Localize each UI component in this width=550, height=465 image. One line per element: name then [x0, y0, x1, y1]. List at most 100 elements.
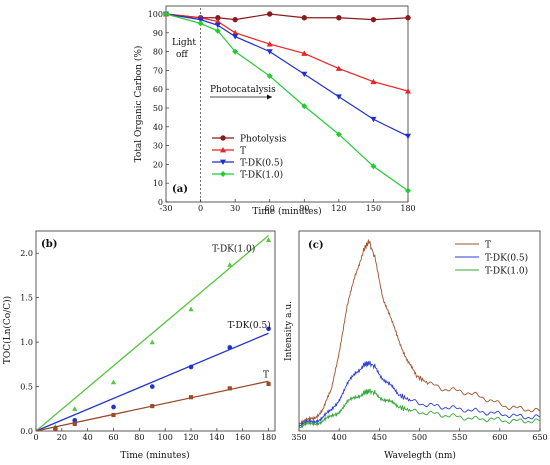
data-point-T-DK(1.0) — [110, 379, 117, 385]
series-label-T: T — [263, 371, 269, 381]
panel-c-xtick-label: 450 — [372, 433, 387, 442]
data-point-T — [214, 18, 221, 24]
panel-a-xtick-label: 90 — [299, 204, 309, 213]
data-point-Photolysis — [215, 15, 221, 21]
data-point-T-DK(1.0) — [197, 20, 204, 27]
panel-b-xtick-label: 20 — [57, 433, 67, 442]
data-point-T-DK(1.0) — [370, 163, 377, 170]
panel-a-ytick-label: 90 — [153, 29, 163, 38]
panel-b-xtick-label: 40 — [83, 433, 93, 442]
panel-a-xtick-label: 120 — [331, 204, 346, 213]
panel-b-ytick-label: 0.5 — [20, 383, 33, 392]
data-point-T-DK(1.0) — [265, 237, 272, 242]
data-point-T — [370, 78, 377, 85]
panel-a-frame — [165, 5, 409, 203]
data-point-Photolysis — [267, 11, 273, 17]
panel-a-ytick-label: 30 — [153, 142, 163, 151]
panel-b-xtick-label: 120 — [183, 433, 198, 442]
fit-line-T-DK(0.5) — [35, 332, 269, 432]
data-point-T-DK(1.0) — [335, 131, 342, 138]
data-point-T-DK(0.5) — [370, 116, 377, 123]
light-off-label-1: Light — [172, 38, 196, 48]
panel-a-xtick-label: 180 — [400, 204, 415, 213]
spectrum-line-T — [298, 238, 541, 426]
data-point-T — [72, 421, 77, 426]
data-point-T-DK(0.5) — [197, 17, 204, 23]
panel-a-xtick-label: 30 — [230, 204, 240, 213]
data-point-T-DK(0.5) — [214, 22, 221, 29]
data-point-T-DK(0.5) — [111, 404, 116, 410]
data-point-T-DK(1.0) — [227, 262, 233, 267]
panel-b-ytick-label: 1.0 — [20, 338, 33, 347]
legend-label-T-DK(1.0): T-DK(1.0) — [485, 266, 528, 277]
data-point-Photolysis — [405, 15, 411, 21]
panel-b-xtick-label: 60 — [108, 433, 118, 442]
panel-a-xtick-label: 0 — [198, 204, 203, 213]
panel-c: (c) Wavelegth (nm) Intensity a.u. 350 400… — [284, 230, 548, 461]
data-point-T-DK(1.0) — [149, 339, 155, 345]
panel-c-xtick-label: 550 — [452, 433, 467, 442]
data-point-T — [266, 41, 273, 47]
data-point-Photolysis — [232, 16, 238, 23]
data-point-T-DK(1.0) — [301, 103, 308, 110]
data-point-T — [232, 29, 239, 36]
data-point-T-DK(0.5) — [149, 384, 155, 389]
panel-a-ytick-label: 50 — [153, 104, 163, 113]
data-point-T — [227, 386, 232, 391]
panel-b-xtick-label: 0 — [33, 433, 38, 442]
data-point-Photolysis — [370, 16, 377, 23]
panel-c-xlabel: Wavelegth (nm) — [384, 450, 456, 461]
data-point-T-DK(0.5) — [266, 326, 271, 332]
data-point-T-DK(0.5) — [188, 364, 194, 370]
legend-label-T: T — [240, 147, 246, 157]
legend-marker-T-DK(0.5) — [220, 159, 226, 165]
panel-b-xtick-label: 100 — [158, 433, 173, 442]
panel-c-xtick-label: 650 — [532, 433, 547, 442]
data-point-T-DK(0.5) — [335, 94, 342, 100]
panel-b-xtick-label: 180 — [261, 433, 276, 442]
panel-c-xtick-label: 400 — [332, 433, 347, 442]
panel-a-ytick-label: 40 — [153, 123, 163, 132]
panel-b: (b) Time (minutes) TOC(Ln(Co/C)) 0 20 40 60… — [2, 230, 276, 461]
panel-a-ytick-label: 60 — [153, 85, 163, 94]
panel-a: (a) Time (minutes) Total Organic Carbon … — [133, 5, 416, 217]
legend-label-Photolysis: Photolysis — [240, 135, 287, 145]
legend-marker-Photolysis — [220, 135, 226, 141]
panel-a-label: (a) — [172, 184, 188, 195]
data-point-T — [111, 412, 116, 418]
data-point-T-DK(1.0) — [72, 406, 78, 411]
legend-marker-T-DK(1.0) — [220, 171, 226, 177]
panel-b-xtick-label: 160 — [235, 433, 250, 442]
panel-a-xtick-label: -30 — [160, 204, 173, 213]
data-point-T-DK(1.0) — [163, 11, 169, 17]
panel-c-xtick-label: 500 — [412, 433, 427, 442]
data-point-T-DK(1.0) — [266, 73, 273, 80]
data-point-T — [53, 427, 58, 432]
data-point-T — [188, 395, 194, 400]
panel-a-xtick-label: 60 — [265, 204, 275, 213]
data-point-T-DK(0.5) — [301, 71, 308, 78]
data-point-Photolysis — [301, 15, 307, 21]
panel-a-ytick-label: 100 — [148, 10, 163, 19]
data-point-T-DK(1.0) — [405, 187, 411, 194]
data-point-T-DK(0.5) — [405, 133, 411, 140]
data-point-T-DK(0.5) — [232, 34, 239, 40]
data-point-T — [301, 50, 308, 56]
panel-a-ytick-label: 70 — [153, 66, 163, 75]
photocatalysis-arrowhead — [267, 94, 272, 100]
legend-marker-T — [220, 147, 226, 153]
data-point-T-DK(1.0) — [232, 48, 239, 55]
panel-c-label: (c) — [308, 240, 324, 251]
legend-label-T-DK(1.0): T-DK(1.0) — [240, 170, 283, 181]
panel-b-ylabel: TOC(Ln(Co/C)) — [2, 296, 13, 364]
light-off-label-2: off — [176, 50, 188, 60]
data-point-Photolysis — [336, 15, 342, 21]
panel-c-ylabel: Intensity a.u. — [284, 301, 294, 361]
data-point-T — [266, 381, 271, 386]
series-line-T — [165, 13, 409, 92]
data-point-T — [150, 404, 155, 409]
panel-b-ytick-label: 0.0 — [20, 427, 33, 436]
spectrum-line-T-DK(1.0) — [298, 388, 541, 430]
data-point-T-DK(0.5) — [227, 345, 233, 350]
